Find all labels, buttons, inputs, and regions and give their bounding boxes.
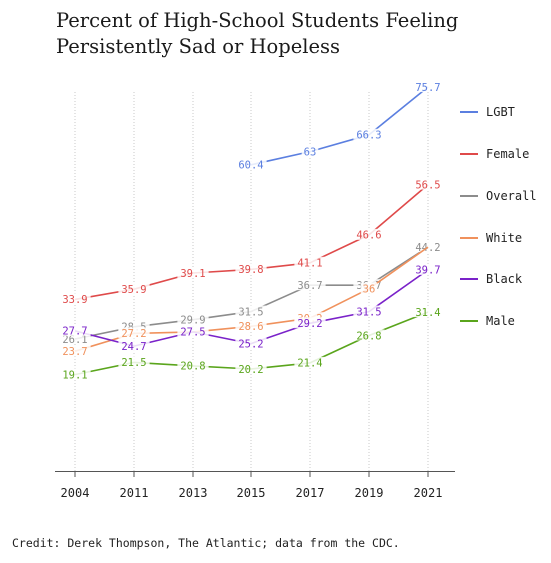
data-label-black: 24.7 <box>121 341 146 353</box>
data-label-bg-female <box>294 256 326 268</box>
data-label-white: 36 <box>363 284 376 296</box>
data-label-black: 31.5 <box>356 306 381 318</box>
data-label-female: 35.9 <box>121 284 146 296</box>
data-label-bg-black <box>118 340 150 352</box>
data-label-bg-female <box>235 263 267 275</box>
data-label-male: 31.4 <box>415 307 440 319</box>
x-tick-label-2011: 2011 <box>120 486 149 500</box>
data-label-female: 46.6 <box>356 230 381 242</box>
data-label-male: 21.5 <box>121 357 146 369</box>
data-label-bg-male <box>118 356 150 368</box>
data-label-bg-lgbt <box>353 128 385 140</box>
data-label-male: 21.4 <box>297 358 322 370</box>
data-label-overall: 29.9 <box>180 315 205 327</box>
data-label-lgbt: 66.3 <box>356 130 381 142</box>
x-tick-label-2013: 2013 <box>179 486 208 500</box>
legend-label-male: Male <box>486 314 515 328</box>
data-label-bg-male <box>412 306 444 318</box>
x-tick-label-2019: 2019 <box>355 486 384 500</box>
data-label-bg-overall <box>235 305 267 317</box>
data-label-bg-black <box>177 325 209 337</box>
data-label-female: 56.5 <box>415 179 440 191</box>
data-label-lgbt: 60.4 <box>238 160 263 172</box>
data-label-bg-male <box>177 359 209 371</box>
legend-label-black: Black <box>486 272 523 286</box>
data-label-bg-female <box>412 178 444 190</box>
data-label-black: 25.2 <box>238 338 263 350</box>
data-label-white: 23.7 <box>62 346 87 358</box>
data-label-black: 27.7 <box>62 326 87 338</box>
data-label-bg-overall <box>177 313 209 325</box>
data-label-bg-overall <box>59 333 91 345</box>
data-label-bg-male <box>59 368 91 380</box>
data-label-bg-overall <box>412 241 444 253</box>
data-label-male: 19.1 <box>62 369 87 381</box>
x-tick-label-2017: 2017 <box>296 486 325 500</box>
data-label-overall: 31.5 <box>238 306 263 318</box>
data-label-white: 27.2 <box>121 328 146 340</box>
data-label-female: 39.1 <box>180 268 205 280</box>
data-label-bg-lgbt <box>235 158 267 170</box>
data-label-overall: 26.1 <box>62 334 87 346</box>
data-label-overall: 36.7 <box>297 280 322 292</box>
data-label-bg-white <box>59 345 91 357</box>
data-label-lgbt: 63 <box>304 146 317 158</box>
x-tick-label-2015: 2015 <box>237 486 266 500</box>
data-label-white: 28.6 <box>238 321 263 333</box>
data-label-bg-female <box>118 283 150 295</box>
data-label-bg-male <box>294 356 326 368</box>
data-label-bg-white <box>118 327 150 339</box>
data-label-bg-female <box>59 293 91 305</box>
data-label-bg-male <box>235 362 267 374</box>
data-label-male: 20.2 <box>238 364 263 376</box>
data-label-male: 20.8 <box>180 361 205 373</box>
data-label-female: 41.1 <box>297 258 322 270</box>
credit-text: Credit: Derek Thompson, The Atlantic; da… <box>12 536 400 550</box>
data-label-bg-white <box>235 320 267 332</box>
data-label-bg-overall <box>294 279 326 291</box>
data-label-bg-male <box>353 329 385 341</box>
x-tick-label-2004: 2004 <box>61 486 90 500</box>
data-label-bg-black <box>353 305 385 317</box>
x-tick-label-2021: 2021 <box>414 486 443 500</box>
data-label-bg-black <box>59 324 91 336</box>
data-label-bg-lgbt <box>301 145 319 157</box>
data-label-male: 26.8 <box>356 330 381 342</box>
data-label-bg-female <box>177 266 209 278</box>
series-line-lgbt <box>250 86 429 166</box>
data-label-bg-female <box>353 228 385 240</box>
data-label-black: 39.7 <box>415 265 440 277</box>
data-label-black: 29.2 <box>297 318 322 330</box>
data-label-bg-overall <box>118 320 150 332</box>
data-label-bg-black <box>294 317 326 329</box>
data-label-bg-lgbt <box>412 81 444 93</box>
data-label-female: 33.9 <box>62 294 87 306</box>
data-label-lgbt: 75.7 <box>415 82 440 94</box>
data-label-black: 27.5 <box>180 327 205 339</box>
legend-label-overall: Overall <box>486 189 537 203</box>
legend-label-female: Female <box>486 147 529 161</box>
data-label-female: 39.8 <box>238 264 263 276</box>
legend-label-white: White <box>486 231 522 245</box>
data-label-bg-black <box>412 263 444 275</box>
chart-title: Percent of High-School Students Feeling … <box>56 9 459 58</box>
data-label-bg-black <box>235 337 267 349</box>
legend-label-lgbt: LGBT <box>486 105 515 119</box>
data-label-bg-white <box>360 282 378 294</box>
